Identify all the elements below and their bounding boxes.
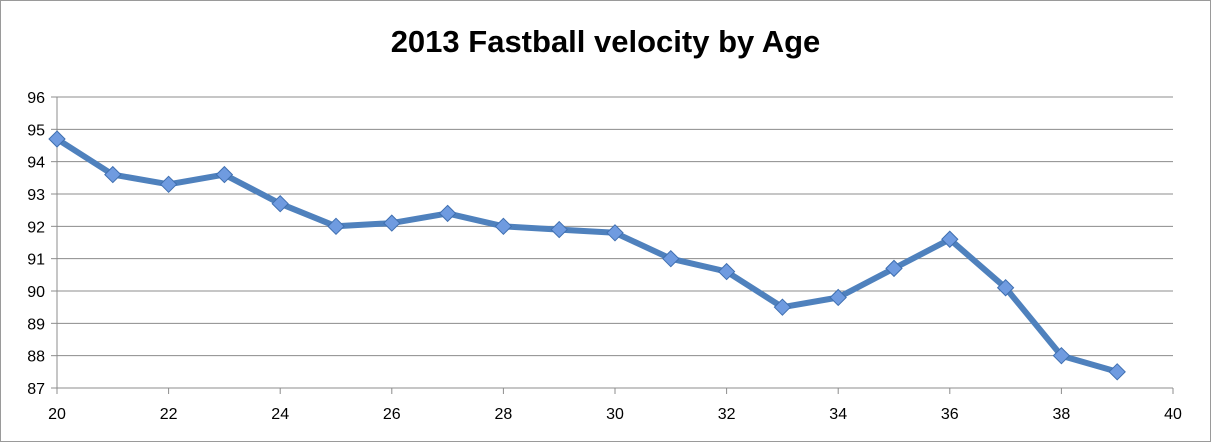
x-tick-label-32: 32: [718, 406, 736, 423]
data-point-age-25: [327, 217, 345, 236]
axes: [51, 96, 1174, 394]
data-point-age-24: [271, 194, 289, 213]
series-group: [48, 130, 1126, 381]
data-point-age-37: [996, 279, 1015, 297]
data-point-age-33: [773, 298, 792, 316]
x-tick-label-26: 26: [383, 406, 401, 423]
y-tick-label-94: 94: [27, 155, 45, 172]
data-point-age-29: [550, 220, 568, 239]
y-tick-labels: 87 88 89 90 91 92 93 94 95 96: [27, 90, 45, 398]
data-point-age-39: [1108, 363, 1126, 381]
x-tick-label-20: 20: [48, 406, 66, 423]
x-tick-labels: 20 22 24 26 28 30 32 34 36 38 40: [48, 406, 1182, 423]
x-tick-label-28: 28: [495, 406, 513, 423]
y-tick-label-92: 92: [27, 219, 45, 236]
series-line-0: [54, 136, 1121, 375]
y-tick-label-91: 91: [27, 252, 45, 269]
data-point-age-27: [438, 204, 457, 223]
x-tick-label-30: 30: [606, 406, 624, 423]
y-tick-label-89: 89: [27, 316, 45, 333]
data-point-age-36: [941, 230, 959, 248]
data-point-age-34: [829, 288, 847, 307]
x-tick-label-22: 22: [160, 406, 178, 423]
grid-lines: [57, 96, 1173, 357]
data-point-age-28: [494, 217, 513, 236]
data-point-age-22: [159, 175, 178, 194]
y-tick-label-88: 88: [27, 349, 45, 366]
y-tick-label-96: 96: [27, 90, 45, 107]
data-point-age-38: [1052, 346, 1071, 365]
data-point-age-32: [717, 262, 736, 281]
data-point-age-26: [383, 214, 401, 232]
data-point-age-21: [104, 165, 122, 184]
x-tick-label-36: 36: [941, 406, 959, 423]
y-tick-label-93: 93: [27, 187, 45, 204]
y-tick-label-87: 87: [27, 381, 45, 398]
data-point-age-20: [48, 130, 66, 148]
data-point-age-30: [606, 224, 624, 242]
x-tick-label-34: 34: [829, 406, 847, 423]
x-tick-label-40: 40: [1164, 406, 1182, 423]
chart-title: 2013 Fastball velocity by Age: [390, 24, 821, 59]
x-tick-label-24: 24: [271, 406, 289, 423]
data-point-age-23: [215, 165, 234, 184]
y-tick-label-90: 90: [27, 284, 45, 301]
data-point-age-31: [662, 249, 680, 268]
y-tick-label-95: 95: [27, 122, 45, 139]
x-tick-label-38: 38: [1053, 406, 1071, 423]
data-point-age-35: [885, 259, 903, 278]
